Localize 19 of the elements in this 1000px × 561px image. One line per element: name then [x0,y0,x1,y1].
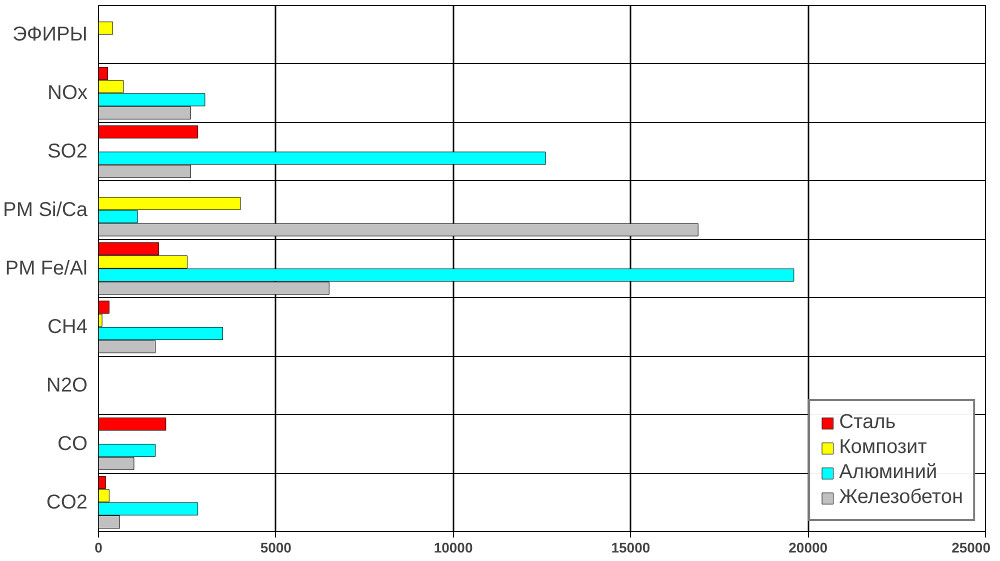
x-tick-label: 5000 [260,540,292,556]
y-tick-label: PM Fe/Al [5,258,88,280]
legend-label: Композит [839,436,927,459]
y-tick-label: ЭФИРЫ [12,24,88,46]
legend-label: Железобетон [839,486,963,509]
legend-label: Сталь [839,411,896,434]
x-tick-label: 25000 [952,540,991,556]
x-tick-label: 15000 [611,540,650,556]
y-tick-label: CO2 [46,491,88,514]
x-tick-label: 10000 [434,540,473,556]
y-tick-label: N2O [46,374,88,396]
legend-label: Алюминий [839,461,938,484]
y-tick-label: NOx [48,82,88,104]
x-tick-label: 20000 [788,540,828,556]
x-tick-label: 0 [94,540,103,556]
y-tick-label: CH4 [47,316,88,338]
y-tick-label: CO [58,432,88,455]
y-tick-label: SO2 [47,140,88,163]
y-tick-label: PM Si/Ca [3,199,88,222]
